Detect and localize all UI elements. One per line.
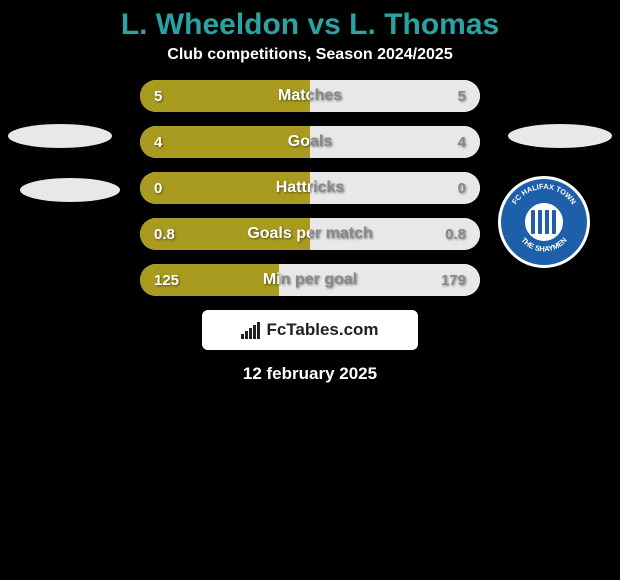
stat-row: Min per goalMin per goal125 179 (140, 264, 480, 296)
date-text: 12 february 2025 (0, 364, 620, 384)
value-right: 4 (458, 126, 466, 158)
value-right: 179 (441, 264, 466, 296)
stat-row: HattricksHattricks0 0 (140, 172, 480, 204)
value-right: 0.8 (445, 218, 466, 250)
watermark: FcTables.com (202, 310, 418, 350)
comparison-infographic: L. Wheeldon vs L. Thomas Club competitio… (0, 0, 620, 384)
value-right: 0 (458, 172, 466, 204)
value-left: 4 (154, 126, 162, 158)
stat-label: MatchesMatches (140, 80, 480, 112)
stat-row: GoalsGoals4 4 (140, 126, 480, 158)
stat-label: Goals per matchGoals per match (140, 218, 480, 250)
page-title: L. Wheeldon vs L. Thomas (0, 0, 620, 46)
chart-icon (241, 322, 260, 339)
value-left: 0 (154, 172, 162, 204)
stat-label: Min per goalMin per goal (140, 264, 480, 296)
stat-label: HattricksHattricks (140, 172, 480, 204)
watermark-text: FcTables.com (266, 320, 378, 340)
subtitle: Club competitions, Season 2024/2025 (0, 46, 620, 80)
value-left: 125 (154, 264, 179, 296)
stat-label: GoalsGoals (140, 126, 480, 158)
stat-row: Goals per matchGoals per match0.8 0.8 (140, 218, 480, 250)
value-left: 0.8 (154, 218, 175, 250)
value-left: 5 (154, 80, 162, 112)
value-right: 5 (458, 80, 466, 112)
stats-rows: MatchesMatches5 5 GoalsGoals4 4 HattricksHat… (0, 80, 620, 296)
stat-row: MatchesMatches5 5 (140, 80, 480, 112)
